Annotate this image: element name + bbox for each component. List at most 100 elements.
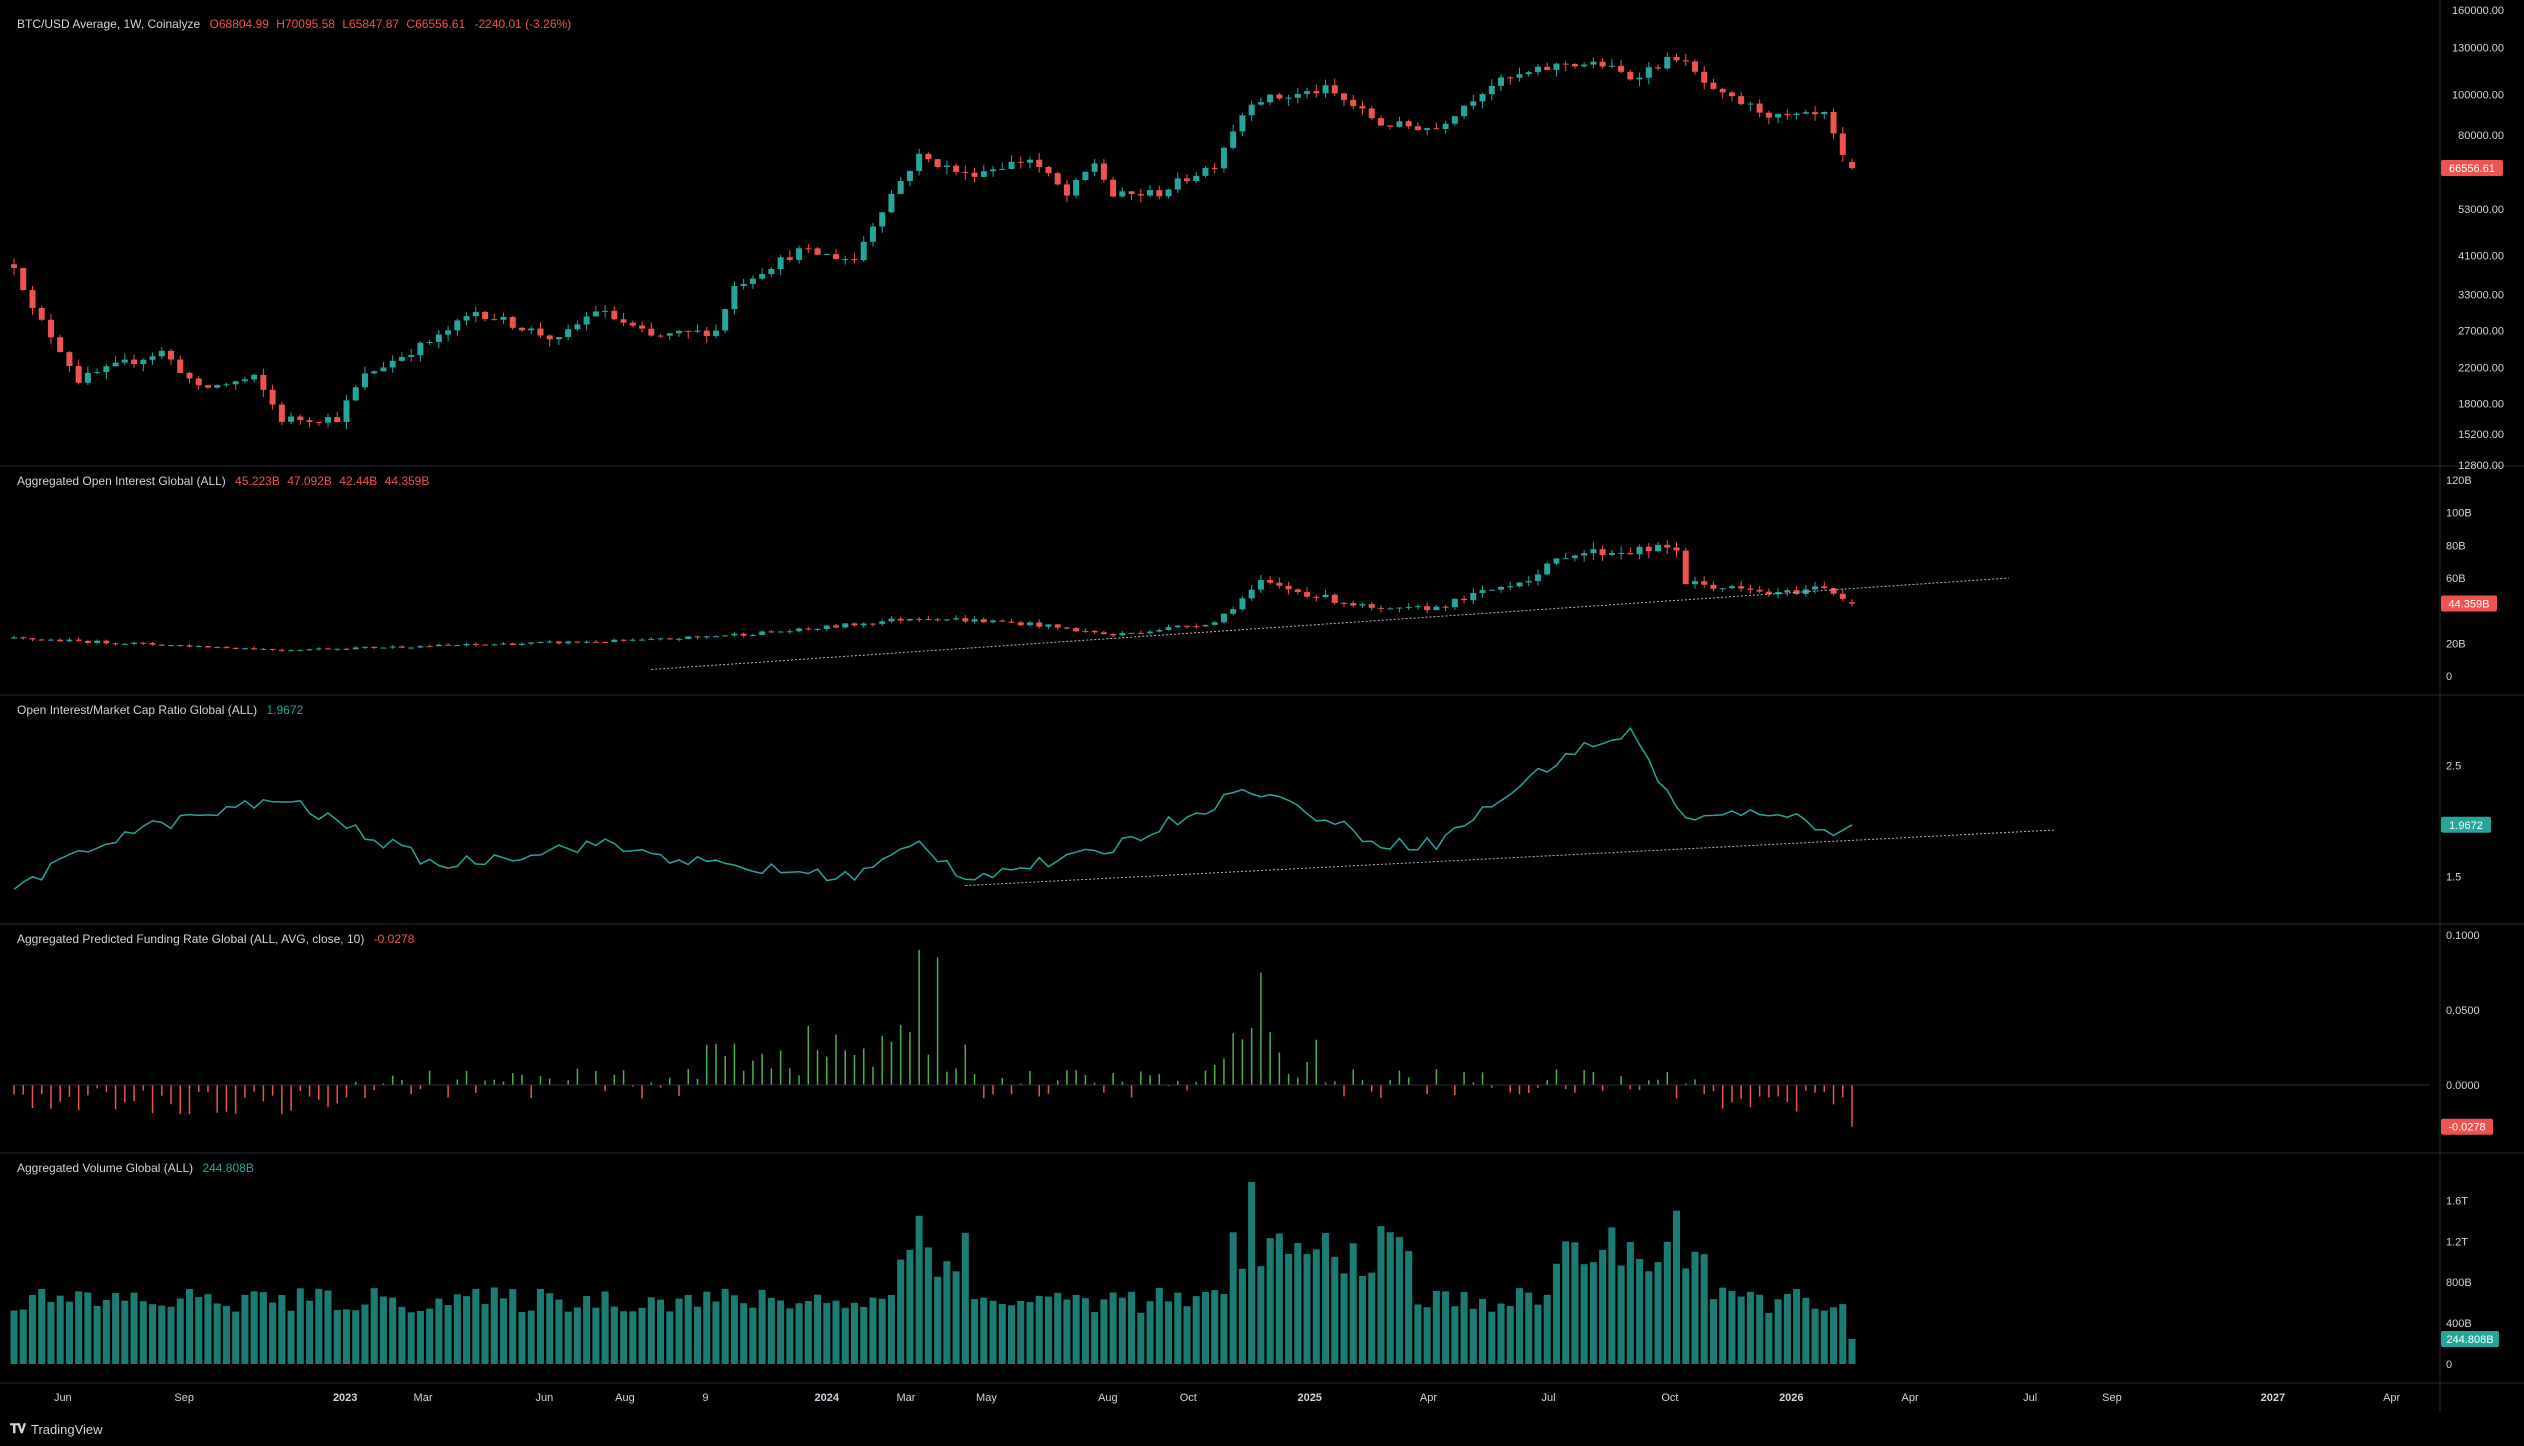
price-candle bbox=[565, 324, 572, 341]
candle-body bbox=[1008, 621, 1015, 623]
price-candle bbox=[1627, 69, 1634, 81]
volume-bar bbox=[1303, 1253, 1311, 1364]
time-tick-label: May bbox=[976, 1392, 997, 1404]
candle-body bbox=[1026, 622, 1033, 626]
candle-body bbox=[897, 618, 904, 621]
oi-candle bbox=[352, 646, 359, 650]
price-candle bbox=[158, 347, 165, 360]
candle-body bbox=[916, 618, 923, 620]
candle-body bbox=[1525, 72, 1532, 75]
volume-bar bbox=[1405, 1251, 1413, 1364]
price-candle bbox=[1608, 59, 1615, 69]
oi-candle bbox=[112, 642, 119, 646]
oi-candle bbox=[1571, 554, 1578, 562]
oi-candle bbox=[1008, 619, 1015, 624]
price-candle bbox=[1257, 97, 1264, 107]
candle-body bbox=[1147, 190, 1154, 196]
candle-body bbox=[1165, 189, 1172, 197]
price-candle bbox=[1590, 57, 1597, 69]
funding-tick-label: 0.0000 bbox=[2446, 1080, 2480, 1092]
price-candle bbox=[685, 330, 692, 339]
price-candle bbox=[297, 414, 304, 425]
price-candle bbox=[1673, 53, 1680, 63]
volume-bar bbox=[1349, 1243, 1357, 1364]
candle-body bbox=[1673, 547, 1680, 551]
price-candle bbox=[1183, 174, 1190, 185]
last-price-badge bbox=[2441, 160, 2503, 177]
candle-body bbox=[796, 248, 803, 260]
volume-bar bbox=[1118, 1297, 1126, 1364]
oi-candle bbox=[1405, 603, 1412, 610]
price-candle bbox=[168, 348, 175, 365]
price-candle bbox=[971, 167, 978, 183]
price-candle bbox=[482, 310, 489, 322]
price-candle bbox=[1202, 166, 1209, 178]
candle-body bbox=[371, 371, 378, 374]
oi-candle bbox=[223, 645, 230, 649]
ratio-value: 1.9672 bbox=[266, 703, 304, 717]
time-tick-label: Jul bbox=[2023, 1392, 2037, 1404]
volume-bar bbox=[527, 1310, 535, 1364]
candle-body bbox=[1562, 558, 1569, 560]
candle-body bbox=[1174, 625, 1181, 628]
candle-body bbox=[1765, 112, 1772, 118]
price-candle bbox=[1119, 187, 1126, 198]
candle-body bbox=[1562, 63, 1569, 65]
candle-body bbox=[1276, 94, 1283, 99]
candle-body bbox=[1285, 97, 1292, 99]
volume-bar bbox=[38, 1288, 46, 1364]
candle-body bbox=[1664, 544, 1671, 548]
candle-body bbox=[1304, 91, 1311, 94]
price-candle bbox=[1784, 109, 1791, 120]
volume-bar bbox=[1728, 1291, 1736, 1364]
price-candle bbox=[361, 366, 368, 390]
candle-body bbox=[842, 623, 849, 628]
price-candle bbox=[1073, 177, 1080, 198]
candle-body bbox=[260, 374, 267, 390]
candle-body bbox=[1571, 63, 1578, 67]
price-tick-label: 160000.00 bbox=[2452, 5, 2504, 17]
candle-body bbox=[1322, 594, 1329, 597]
candle-body bbox=[1544, 563, 1551, 575]
candle-body bbox=[602, 310, 609, 312]
volume-bar bbox=[213, 1303, 221, 1364]
oi-candle bbox=[131, 641, 138, 646]
candle-body bbox=[168, 350, 175, 360]
oi-candle bbox=[676, 637, 683, 642]
volume-bar bbox=[1017, 1301, 1025, 1364]
candle-body bbox=[1719, 588, 1726, 590]
candle-body bbox=[398, 356, 405, 361]
candle-body bbox=[140, 642, 147, 644]
oi-candle bbox=[1165, 624, 1172, 631]
price-change: -2240.01 (-3.26%) bbox=[474, 17, 572, 31]
oi-candle bbox=[1544, 562, 1551, 576]
volume-bar bbox=[195, 1297, 203, 1364]
volume-bar bbox=[1562, 1241, 1570, 1364]
price-candle bbox=[1147, 184, 1154, 198]
volume-bar bbox=[1802, 1297, 1810, 1364]
volume-bar bbox=[1294, 1243, 1302, 1364]
candle-body bbox=[685, 636, 692, 639]
candle-body bbox=[1257, 102, 1264, 105]
volume-bar bbox=[573, 1307, 581, 1364]
oi-candle bbox=[805, 626, 812, 631]
candle-body bbox=[445, 644, 452, 646]
volume-bar bbox=[1285, 1253, 1293, 1364]
volume-bar bbox=[934, 1276, 942, 1364]
candle-body bbox=[860, 623, 867, 626]
price-candle bbox=[57, 334, 64, 353]
price-candle bbox=[278, 402, 285, 425]
volume-bar bbox=[1174, 1292, 1182, 1364]
candle-body bbox=[361, 373, 368, 388]
tradingview-logo[interactable]: 𝐓𝐕 TradingView bbox=[10, 1421, 103, 1437]
oi-candle bbox=[1701, 576, 1708, 589]
volume-bar bbox=[666, 1311, 674, 1364]
price-candle bbox=[1091, 158, 1098, 177]
oi-candle bbox=[1682, 547, 1689, 585]
candle-body bbox=[1498, 586, 1505, 590]
candle-body bbox=[555, 337, 562, 340]
volume-bar bbox=[250, 1291, 258, 1364]
oi-candle bbox=[84, 639, 91, 645]
